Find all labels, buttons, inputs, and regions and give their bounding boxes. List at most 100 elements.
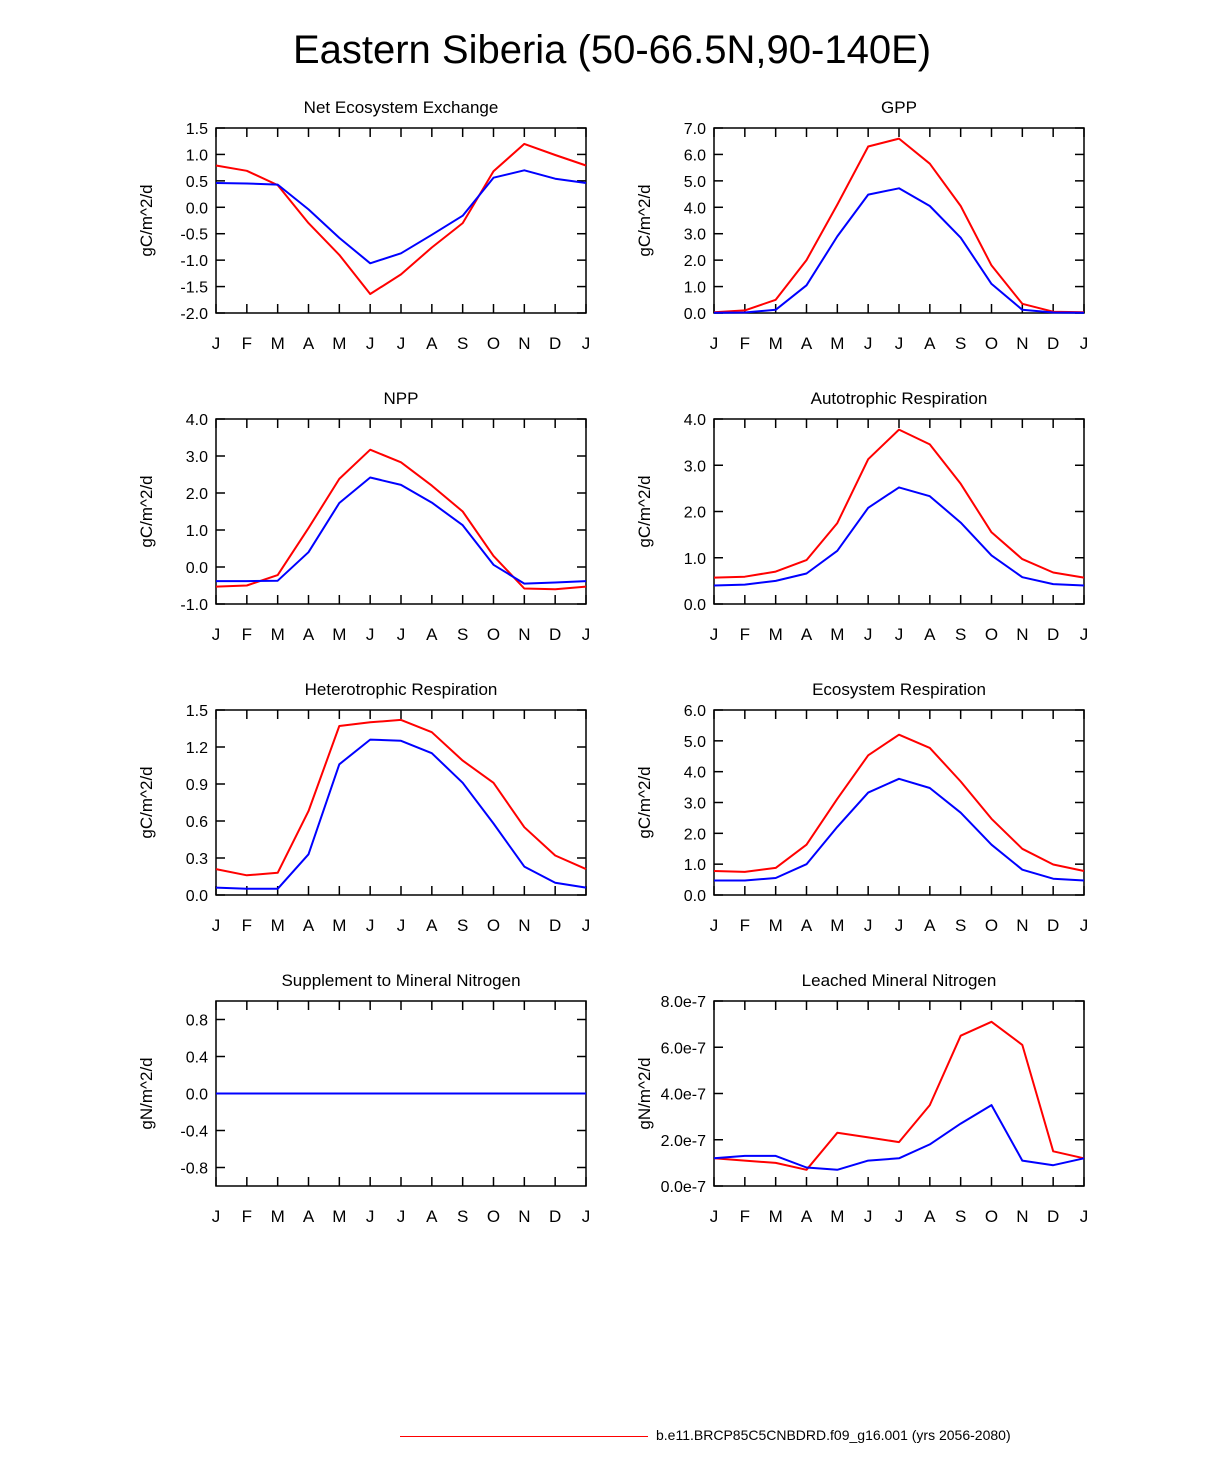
- chart-panel-1: Net Ecosystem Exchange gC/m^2/d -2.0 -1.5 -1…: [137, 98, 590, 353]
- x-tick-label: N: [1016, 916, 1028, 935]
- x-tick-label: J: [710, 334, 719, 353]
- x-tick-label: M: [332, 334, 346, 353]
- y-tick-label: 0.4: [186, 1050, 208, 1067]
- y-axis-label: gC/m^2/d: [635, 184, 654, 256]
- x-tick-label: J: [864, 625, 873, 644]
- x-tick-label: A: [801, 334, 813, 353]
- x-tick-label: M: [830, 334, 844, 353]
- x-tick-label: J: [212, 625, 221, 644]
- y-tick-label: 1.5: [186, 703, 208, 720]
- y-tick-label: 7.0: [684, 121, 706, 138]
- y-tick-label: 4.0: [684, 412, 706, 429]
- y-tick-label: 0.0: [186, 560, 208, 577]
- y-tick-label: -1.0: [180, 597, 208, 614]
- chart-title: Leached Mineral Nitrogen: [802, 971, 997, 990]
- x-tick-label: M: [332, 916, 346, 935]
- x-tick-label: S: [955, 916, 966, 935]
- x-tick-label: S: [955, 334, 966, 353]
- x-tick-label: F: [242, 1207, 252, 1226]
- chart-title: Autotrophic Respiration: [811, 389, 988, 408]
- x-tick-label: F: [242, 334, 252, 353]
- y-tick-label: 1.5: [186, 121, 208, 138]
- series-line-red: [713, 137, 1085, 314]
- x-tick-label: A: [426, 916, 438, 935]
- chart-title: Net Ecosystem Exchange: [304, 98, 499, 117]
- x-tick-label: J: [366, 334, 375, 353]
- x-tick-label: A: [303, 625, 315, 644]
- y-tick-label: 1.2: [186, 740, 208, 757]
- x-tick-label: A: [303, 1207, 315, 1226]
- legend-label: b.e11.BRCP85C5CNBDRD.f09_g16.001 (yrs 20…: [656, 1427, 1011, 1443]
- x-tick-label: J: [397, 1207, 406, 1226]
- x-tick-label: F: [242, 625, 252, 644]
- x-tick-label: S: [457, 334, 468, 353]
- x-tick-label: M: [769, 916, 783, 935]
- x-tick-label: J: [212, 916, 221, 935]
- y-tick-label: 0.6: [186, 814, 208, 831]
- series-line-blue: [215, 738, 587, 890]
- x-tick-label: M: [271, 625, 285, 644]
- x-tick-label: J: [895, 334, 904, 353]
- y-tick-label: 1.0: [186, 523, 208, 540]
- x-tick-label: O: [985, 625, 998, 644]
- x-tick-label: J: [1080, 1207, 1089, 1226]
- x-tick-label: O: [487, 625, 500, 644]
- x-tick-label: J: [864, 916, 873, 935]
- x-tick-label: J: [1080, 334, 1089, 353]
- series-line-red: [713, 428, 1085, 579]
- x-tick-label: M: [769, 334, 783, 353]
- x-tick-label: J: [864, 1207, 873, 1226]
- x-tick-label: J: [212, 334, 221, 353]
- x-tick-label: D: [1047, 334, 1059, 353]
- x-tick-label: F: [242, 916, 252, 935]
- x-tick-label: M: [271, 1207, 285, 1226]
- x-tick-label: J: [212, 1207, 221, 1226]
- y-tick-label: 2.0: [186, 486, 208, 503]
- x-tick-label: N: [518, 334, 530, 353]
- chart-title: Heterotrophic Respiration: [305, 680, 498, 699]
- x-tick-label: F: [740, 625, 750, 644]
- x-tick-label: A: [801, 625, 813, 644]
- x-tick-label: D: [1047, 916, 1059, 935]
- y-tick-label: -1.5: [180, 280, 208, 297]
- x-tick-label: J: [582, 916, 591, 935]
- series-line-blue: [216, 476, 587, 585]
- plot-frame: [713, 418, 1085, 605]
- series-line-red: [215, 448, 587, 591]
- x-tick-label: J: [1080, 916, 1089, 935]
- x-tick-label: N: [518, 625, 530, 644]
- series-line-blue: [714, 777, 1085, 882]
- chart-panel-8: Leached Mineral Nitrogen gN/m^2/d 0.0e-7 2.…: [635, 971, 1088, 1226]
- plot-frame: [713, 127, 1085, 314]
- y-tick-label: 0.0: [684, 306, 706, 323]
- x-tick-label: S: [457, 916, 468, 935]
- x-tick-label: A: [924, 1207, 936, 1226]
- y-tick-label: 0.8: [186, 1013, 208, 1030]
- y-tick-label: 0.5: [186, 174, 208, 191]
- y-tick-label: -2.0: [180, 306, 208, 323]
- series-line-blue: [713, 187, 1085, 314]
- y-tick-label: 0.3: [186, 851, 208, 868]
- x-tick-label: J: [397, 334, 406, 353]
- y-tick-label: 0.0: [186, 200, 208, 217]
- chart-panel-6: Ecosystem Respiration gC/m^2/d 0.0 1.0 2.0 3.…: [635, 680, 1088, 935]
- y-tick-label: 0.0: [684, 888, 706, 905]
- x-tick-label: S: [457, 625, 468, 644]
- page-title: Eastern Siberia (50-66.5N,90-140E): [292, 28, 932, 72]
- y-tick-label: 6.0e-7: [661, 1040, 706, 1057]
- x-tick-label: D: [549, 916, 561, 935]
- y-tick-label: 3.0: [684, 796, 706, 813]
- x-tick-label: J: [895, 916, 904, 935]
- y-axis-label: gC/m^2/d: [635, 766, 654, 838]
- x-tick-label: A: [924, 625, 936, 644]
- x-tick-label: A: [801, 916, 813, 935]
- x-tick-label: N: [1016, 1207, 1028, 1226]
- x-tick-label: J: [366, 625, 375, 644]
- y-axis-label: gC/m^2/d: [137, 475, 156, 547]
- y-axis-label: gC/m^2/d: [137, 766, 156, 838]
- y-tick-label: 2.0e-7: [661, 1133, 706, 1150]
- x-tick-label: O: [487, 916, 500, 935]
- chart-panel-5: Heterotrophic Respiration gC/m^2/d 0.0 0.3 0…: [137, 680, 590, 935]
- x-tick-label: J: [895, 625, 904, 644]
